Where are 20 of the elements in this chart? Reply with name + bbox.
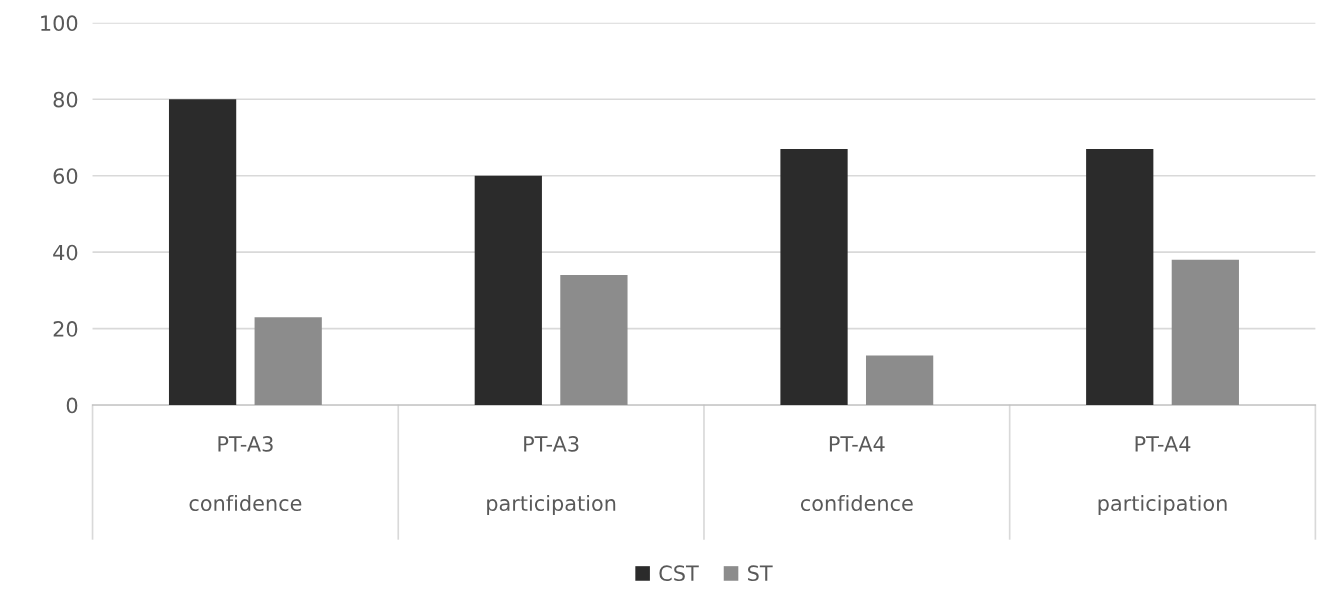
bar xyxy=(254,317,322,406)
y-tick-label: 20 xyxy=(53,321,78,337)
category-label: PT-A4 participation xyxy=(1098,436,1227,516)
y-tick-label: 40 xyxy=(53,244,78,261)
bar xyxy=(560,275,628,406)
bar xyxy=(1086,148,1154,406)
bar xyxy=(865,355,934,406)
y-tick-label: 60 xyxy=(53,168,78,184)
category-label: PT-A4 confidence xyxy=(800,436,913,512)
legend-label: CST xyxy=(659,565,699,582)
bar xyxy=(474,175,542,406)
legend-label: ST xyxy=(748,565,773,582)
category-label: PT-A3 participation xyxy=(487,436,616,516)
y-tick-label: 0 xyxy=(66,397,78,414)
y-tick-label: 80 xyxy=(53,91,78,108)
bar xyxy=(1171,259,1239,406)
y-tick-label: 100 xyxy=(41,15,78,32)
bar xyxy=(780,148,848,406)
bar xyxy=(168,99,237,406)
category-label: PT-A3 confidence xyxy=(189,436,302,512)
